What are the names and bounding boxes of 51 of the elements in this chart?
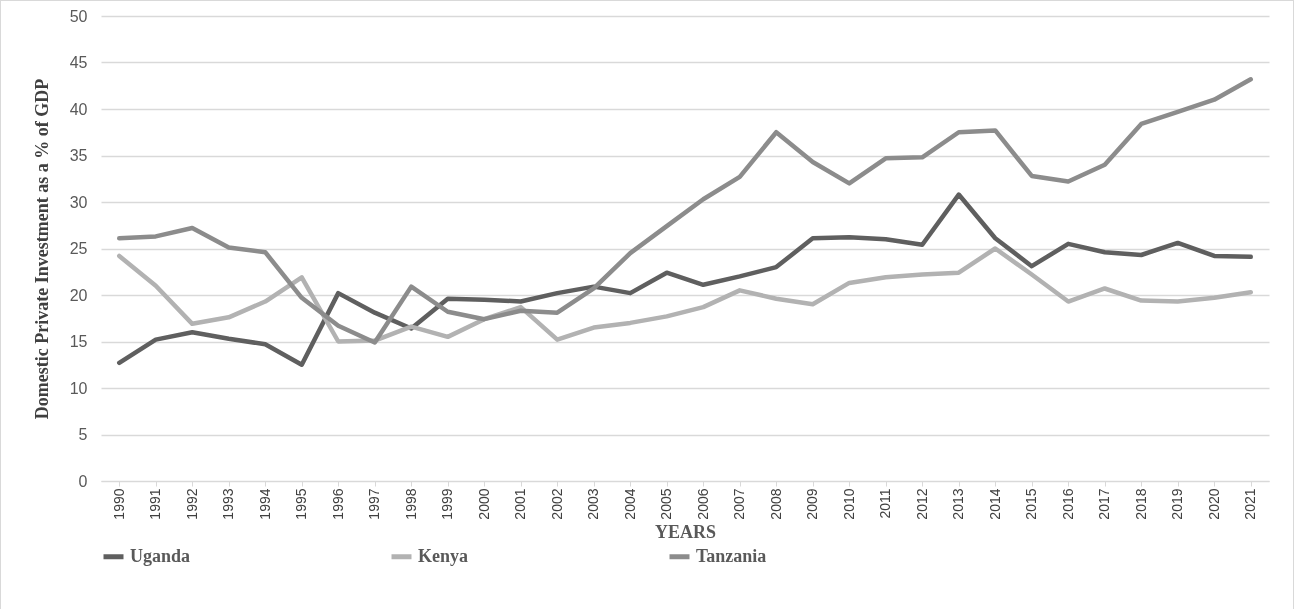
x-tick-label: 1996	[329, 488, 346, 520]
x-tick-label: 2001	[512, 488, 529, 520]
x-tick-label: 2014	[986, 488, 1003, 520]
line-series	[117, 192, 1253, 367]
y-tick-label: 10	[69, 379, 88, 397]
x-tick-label: 1992	[183, 488, 200, 520]
x-tick-label: 2016	[1059, 488, 1076, 520]
x-tick-label: 1995	[293, 488, 310, 520]
x-tick-label: 2008	[767, 488, 784, 520]
line-series	[117, 246, 1253, 344]
x-tick-label: 2020	[1205, 488, 1222, 520]
y-tick-label: 50	[69, 7, 88, 25]
x-tick-label: 1993	[220, 488, 237, 520]
x-tick-label: 1997	[366, 488, 383, 520]
x-tick-label: 2011	[877, 488, 894, 519]
x-tick-label: 2004	[621, 488, 638, 520]
x-tick-label: 2017	[1096, 488, 1113, 520]
x-tick-label: 2018	[1132, 488, 1149, 520]
x-tick-label: 1998	[402, 488, 419, 520]
x-tick-label: 2010	[840, 488, 857, 520]
x-axis-title: YEARS	[654, 521, 717, 542]
x-tick-label: 1994	[256, 488, 273, 520]
line-series	[117, 76, 1253, 345]
x-tick-label: 2019	[1169, 488, 1186, 520]
y-axis-title: Domestic Private Investment as a % of GDP	[31, 78, 52, 420]
x-tick-label: 2002	[548, 488, 565, 520]
legend-label: Uganda	[130, 545, 191, 566]
x-tick-label: 2009	[804, 488, 821, 520]
y-tick-label: 20	[69, 286, 88, 304]
x-tick-label: 1999	[439, 488, 456, 520]
x-tick-label: 2007	[731, 488, 748, 520]
x-tick-label: 2021	[1242, 488, 1259, 520]
y-tick-label: 30	[69, 193, 88, 211]
y-tick-label: 40	[69, 100, 88, 118]
x-tick-label: 2012	[913, 488, 930, 520]
x-tick-label: 2000	[475, 488, 492, 520]
y-tick-label: 25	[69, 240, 88, 257]
y-tick-label: 5	[78, 426, 88, 443]
y-tick-label: 15	[69, 333, 88, 350]
y-tick-label: 45	[69, 54, 88, 71]
x-tick-label: 2003	[585, 488, 602, 520]
x-tick-label: 2015	[1023, 488, 1040, 520]
legend-label: Kenya	[418, 545, 469, 566]
legend-label: Tanzania	[696, 545, 767, 566]
x-tick-label: 2006	[694, 488, 711, 520]
x-tick-label: 2013	[950, 488, 967, 520]
x-tick-label: 1991	[147, 488, 164, 520]
y-tick-label: 0	[78, 472, 88, 490]
y-tick-label: 35	[69, 147, 88, 164]
x-tick-label: 2005	[658, 488, 675, 520]
x-tick-label: 1990	[110, 488, 127, 520]
